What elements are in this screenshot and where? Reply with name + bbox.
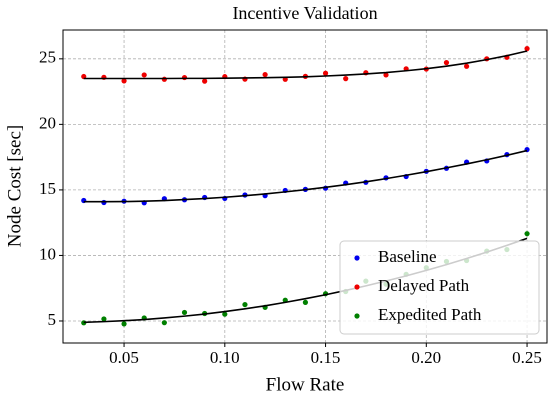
y-tick-label: 15 bbox=[39, 179, 56, 198]
x-tick-label: 0.05 bbox=[109, 348, 139, 367]
point bbox=[343, 76, 349, 82]
point bbox=[161, 320, 167, 326]
point bbox=[141, 72, 147, 78]
legend-label: Baseline bbox=[378, 247, 437, 266]
legend-label: Delayed Path bbox=[378, 276, 470, 295]
legend-label: Expedited Path bbox=[378, 305, 482, 324]
legend: Baseline Delayed Path Expedited Path bbox=[339, 240, 540, 335]
point bbox=[121, 321, 127, 327]
point bbox=[202, 78, 208, 84]
point bbox=[242, 301, 248, 308]
plot-frame bbox=[62, 29, 548, 344]
legend-marker bbox=[354, 313, 360, 319]
point bbox=[383, 72, 389, 78]
point bbox=[524, 46, 530, 52]
y-tick-label: 10 bbox=[39, 244, 56, 263]
point bbox=[121, 78, 127, 84]
x-tick-label: 0.20 bbox=[411, 348, 441, 367]
legend-box bbox=[339, 240, 540, 335]
point bbox=[302, 299, 309, 305]
x-tick-label: 0.10 bbox=[210, 348, 240, 367]
x-tick-label: 0.25 bbox=[512, 348, 542, 367]
point bbox=[322, 70, 329, 76]
y-tick-label: 5 bbox=[48, 310, 57, 329]
fit-line bbox=[83, 50, 528, 80]
point bbox=[464, 63, 470, 69]
legend-marker bbox=[354, 284, 360, 290]
point bbox=[181, 309, 188, 316]
point bbox=[222, 311, 228, 317]
point bbox=[262, 71, 268, 78]
x-axis-label: Flow Rate bbox=[266, 374, 345, 395]
y-axis-label: Node Cost [sec] bbox=[4, 125, 25, 247]
point bbox=[101, 316, 107, 322]
chart-title: Incentive Validation bbox=[232, 3, 377, 23]
point bbox=[443, 60, 450, 66]
fit-line bbox=[83, 149, 528, 203]
y-tick-label: 20 bbox=[39, 113, 56, 132]
legend-marker bbox=[354, 255, 360, 261]
point bbox=[524, 231, 530, 237]
x-tick-label: 0.15 bbox=[311, 348, 341, 367]
y-tick-label: 25 bbox=[39, 48, 56, 67]
